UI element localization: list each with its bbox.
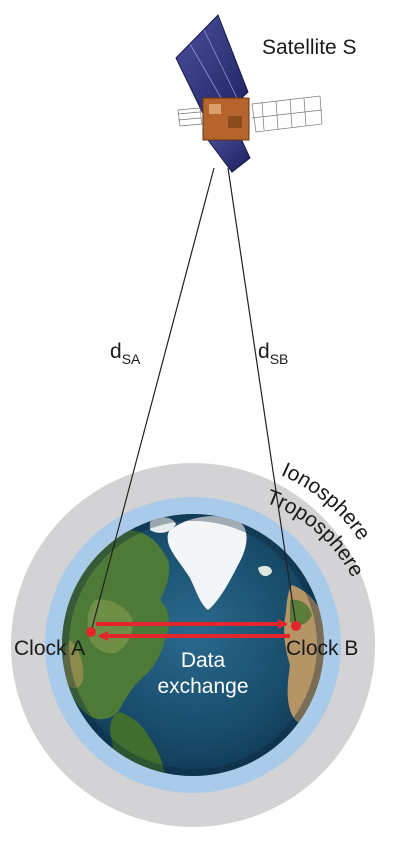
satellite-label: Satellite S (262, 36, 357, 59)
data-exchange-label: Data exchange (157, 649, 249, 698)
clock-a-label: Clock A (14, 637, 86, 660)
satellite-icon (175, 14, 323, 173)
signal-line-sa (90, 167, 215, 633)
clock-b-label: Clock B (286, 637, 359, 660)
clock-a-dot (86, 627, 96, 637)
distance-sb-label: dSB (258, 340, 289, 367)
signal-line-sb (227, 167, 297, 627)
greenland-landmass (167, 516, 247, 610)
clock-b-dot (291, 621, 301, 631)
distance-sa-label: dSA (110, 340, 141, 367)
